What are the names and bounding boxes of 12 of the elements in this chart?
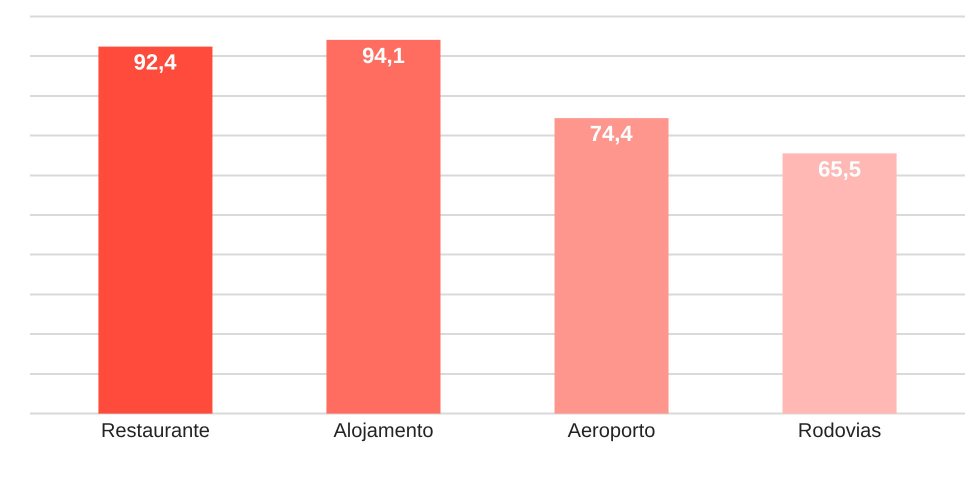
x-tick-label: Alojamento xyxy=(333,420,434,442)
data-label: 65,5 xyxy=(818,156,861,182)
bar xyxy=(782,153,897,414)
bar xyxy=(98,46,212,414)
data-label: 94,1 xyxy=(362,42,405,68)
bar xyxy=(326,40,440,414)
data-label: 92,4 xyxy=(134,50,178,75)
x-tick-label: Restaurante xyxy=(100,420,210,442)
x-tick-label: Aeroporto xyxy=(568,420,656,442)
data-label: 74,4 xyxy=(590,121,634,146)
x-tick-label: Rodovias xyxy=(798,420,882,442)
bar xyxy=(554,118,669,414)
